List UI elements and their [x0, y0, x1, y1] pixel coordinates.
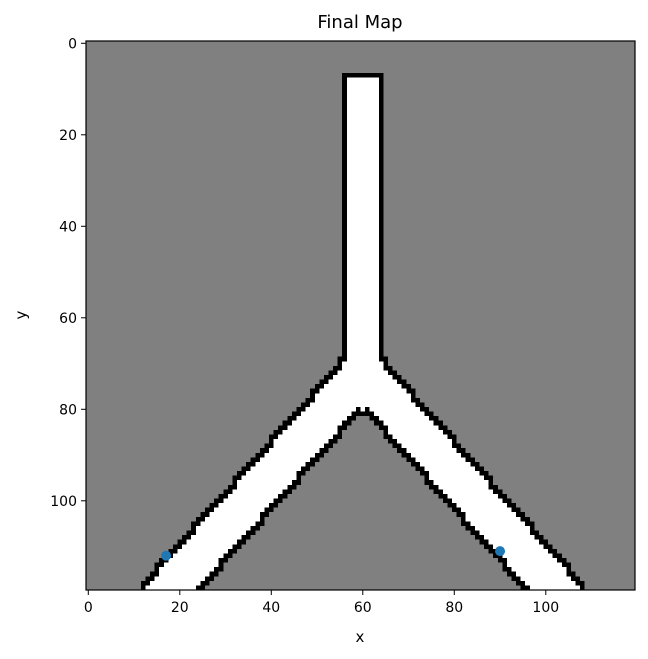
y-tick-label: 0	[68, 36, 77, 52]
x-tick-label: 100	[532, 600, 559, 616]
plot-frame	[85, 40, 636, 591]
y-tick-label: 100	[50, 494, 77, 510]
x-tick-label: 0	[84, 600, 93, 616]
y-tick-label: 60	[59, 311, 77, 327]
scatter-point	[161, 550, 172, 561]
y-axis: 0 20 40 60 80 100	[50, 36, 86, 510]
x-axis: 0 20 40 60 80 100	[84, 590, 559, 616]
scatter-points	[161, 546, 506, 561]
x-tick-label: 40	[262, 600, 280, 616]
y-tick-label: 40	[59, 219, 77, 235]
y-tick-label: 80	[59, 402, 77, 418]
y-tick-label: 20	[59, 128, 77, 144]
map-image	[86, 41, 635, 590]
y-axis-label: y	[12, 310, 30, 319]
x-tick-label: 80	[445, 600, 463, 616]
x-axis-label: x	[356, 628, 365, 646]
occupancy-map	[86, 41, 635, 590]
x-tick-label: 20	[171, 600, 189, 616]
x-tick-label: 60	[354, 600, 372, 616]
scatter-point	[495, 546, 506, 557]
chart-title: Final Map	[317, 12, 402, 33]
